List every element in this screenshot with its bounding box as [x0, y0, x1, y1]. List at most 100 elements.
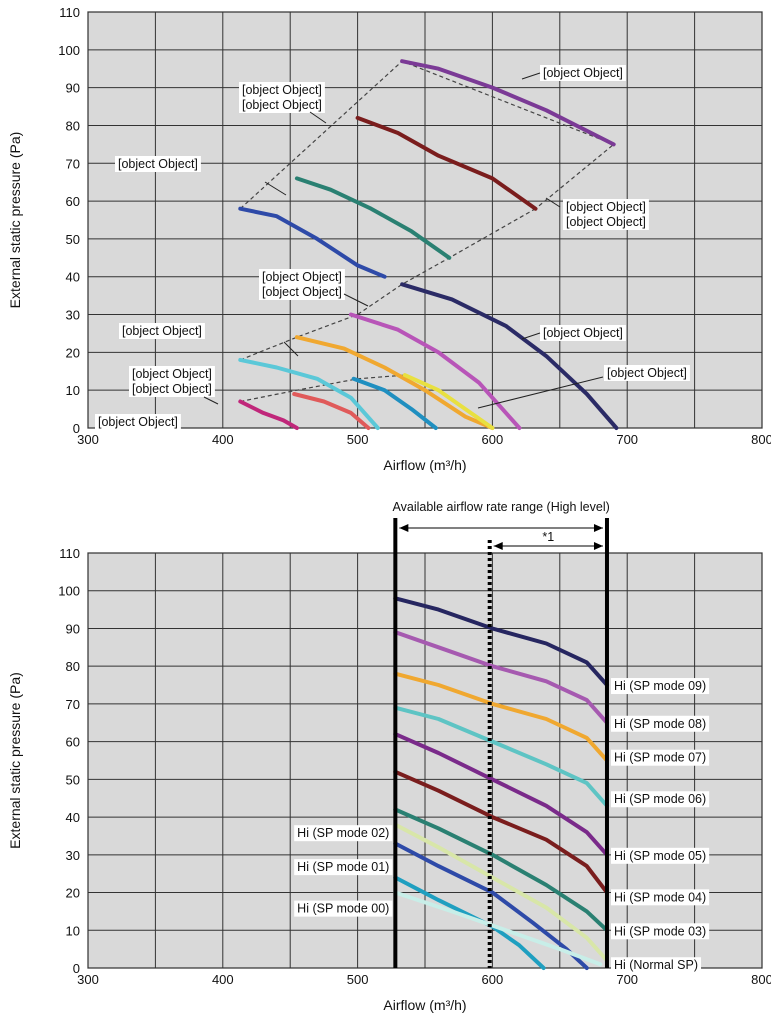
annotation-sp00-upper-1: [object Object]	[132, 367, 212, 381]
annotation-hi-sp09: [object Object]	[543, 66, 623, 80]
annotation-quiet-normal-sp: [object Object]	[122, 324, 202, 338]
y-tick-label: 10	[66, 923, 80, 938]
series-line-4	[393, 705, 609, 808]
y-tick-label: 10	[66, 383, 80, 398]
series-line-5	[400, 282, 619, 430]
y-axis-title: External static pressure (Pa)	[7, 132, 23, 309]
series-label-right-group: Hi (SP mode 05)	[610, 847, 710, 864]
series-label-left-bg	[294, 900, 393, 917]
annotation-normal-sp-upper-1: [object Object]	[262, 270, 342, 284]
y-tick-label: 50	[66, 772, 80, 787]
series-label-right: Hi (SP mode 09)	[614, 679, 706, 693]
x-tick-label: 500	[347, 972, 369, 987]
series-label-left-group: Hi (SP mode 01)	[294, 859, 393, 876]
leader-line	[309, 111, 327, 124]
series-line-4	[238, 206, 387, 279]
y-tick-label: 40	[66, 270, 80, 285]
leader-line	[343, 293, 369, 307]
y-tick-label: 80	[66, 659, 80, 674]
series-label-right-group: Hi (SP mode 06)	[610, 791, 710, 808]
annotation-sp09-lower-1: [object Object]	[566, 200, 646, 214]
y-tick-label: 60	[66, 735, 80, 750]
annotation-quiet-sp09: [object Object]	[118, 157, 198, 171]
annotation-quiet-normal-sp-group: [object Object]	[119, 323, 205, 339]
annotation-quiet-sp00-bg	[95, 414, 181, 430]
annotation-quiet-normal-sp-bg	[119, 323, 205, 339]
annotation-hi-sp09-group: [object Object]	[540, 65, 626, 81]
annotation-quiet-sp09-bg	[115, 156, 201, 172]
annotation-hi-sp00-group: [object Object]	[604, 365, 690, 381]
series-label-left-group: Hi (SP mode 02)	[294, 825, 393, 842]
series-line-12	[238, 399, 299, 430]
series-line-8	[393, 822, 609, 963]
y-tick-label: 110	[59, 546, 80, 561]
series-label-right: Hi (SP mode 03)	[614, 924, 706, 938]
y-tick-label: 20	[66, 886, 80, 901]
top-chart: 300 400 500 600 700 800 0 10 20 30 40 50 60 70 80 90 100…	[7, 5, 771, 473]
leader-line	[203, 396, 219, 405]
series-label-right: Hi (SP mode 06)	[614, 792, 706, 806]
series-label-right-bg	[610, 678, 710, 695]
series-label-left: Hi (SP mode 00)	[297, 902, 389, 916]
x-tick-label: 800	[751, 432, 771, 447]
series-line-1	[393, 596, 609, 687]
annotation-normal-sp-upper-2-group: [object Object]	[259, 284, 345, 300]
annotation-normal-sp-upper-2: [object Object]	[262, 285, 342, 299]
y-tick-label: 90	[66, 621, 80, 636]
leader-line	[477, 376, 604, 409]
annotation-sp09-upper-1-bg	[239, 82, 325, 98]
series-label-right-group: Hi (SP mode 08)	[610, 715, 710, 732]
x-tick-label: 600	[482, 432, 504, 447]
y-tick-label: 0	[73, 961, 80, 976]
x-axis-title: Airflow (m³/h)	[383, 997, 466, 1013]
series-label-right: Hi (Normal SP)	[614, 958, 698, 972]
y-tick-label: 100	[58, 584, 80, 599]
annotation-sp00-upper-2-group: [object Object]	[129, 381, 215, 397]
y-tick-label: 20	[66, 345, 80, 360]
series-line-10	[351, 376, 438, 430]
annotation-sp09-lower-2-bg	[563, 214, 649, 230]
x-tick-label: 300	[77, 972, 99, 987]
annotation-hi-normal-sp: [object Object]	[543, 326, 623, 340]
series-line-5	[393, 732, 609, 857]
series-label-right-bg	[610, 889, 710, 906]
x-tick-label: 400	[212, 972, 234, 987]
annotation-hi-sp00: [object Object]	[607, 366, 687, 380]
y-tick-label: 30	[66, 308, 80, 323]
annotation-sp00-upper-2: [object Object]	[132, 382, 212, 396]
annotation-sp09-lower-2: [object Object]	[566, 215, 646, 229]
y-tick-label: 70	[66, 156, 80, 171]
x-tick-label: 700	[616, 432, 638, 447]
annotation-sp00-upper-2-bg	[129, 381, 215, 397]
annotation-quiet-sp00: [object Object]	[98, 415, 178, 429]
series-line-3	[294, 176, 452, 260]
annotation-sp09-upper-2-group: [object Object]	[239, 97, 325, 113]
limit-boundary-1	[239, 60, 615, 210]
annotation-quiet-sp00-group: [object Object]	[95, 414, 181, 430]
series-line-9	[238, 357, 380, 430]
series-label-right: Hi (SP mode 08)	[614, 717, 706, 731]
annotation-sp00-upper-1-bg	[129, 366, 215, 382]
annotation-normal-sp-upper-1-bg	[259, 269, 345, 285]
series-line-8	[402, 373, 495, 430]
x-tick-label: 300	[77, 432, 99, 447]
y-tick-label: 40	[66, 810, 80, 825]
series-label-right: Hi (SP mode 05)	[614, 849, 706, 863]
series-label-right-group: Hi (SP mode 03)	[610, 923, 710, 940]
annotation-sp09-upper-2-bg	[239, 97, 325, 113]
series-line-7	[294, 335, 495, 430]
series-label-right-bg	[610, 715, 710, 732]
annotation-normal-sp-upper-2-bg	[259, 284, 345, 300]
series-label-left-bg	[294, 825, 393, 842]
series-label-right-bg	[610, 957, 702, 974]
series-line-3	[393, 671, 609, 763]
series-label-right-bg	[610, 749, 710, 766]
series-label-right-group: Hi (SP mode 09)	[610, 678, 710, 695]
series-label-left: Hi (SP mode 02)	[297, 826, 389, 840]
annotation-sp09-upper-1-group: [object Object]	[239, 82, 325, 98]
series-line-2	[355, 115, 538, 211]
annotation-sp00-upper-1-group: [object Object]	[129, 366, 215, 382]
series-label-left-bg	[294, 859, 393, 876]
leader-line	[264, 181, 287, 196]
